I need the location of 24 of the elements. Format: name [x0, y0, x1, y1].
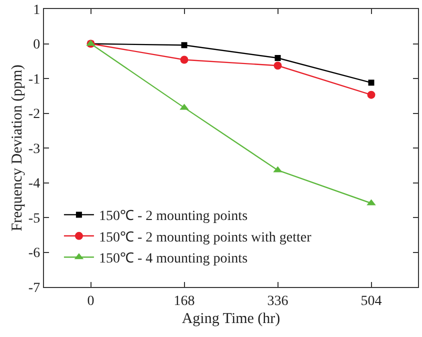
x-axis-title: Aging Time (hr) [182, 310, 280, 327]
y-axis-title: Frequency Deviation (ppm) [10, 64, 26, 232]
y-tick-label: 0 [33, 38, 40, 53]
legend-label: 150℃ - 2 mounting points [98, 209, 248, 224]
point [274, 55, 281, 61]
y-tick-label: -6 [28, 246, 40, 262]
y-tick-label: 1 [33, 2, 40, 18]
y-tick-label: -7 [28, 280, 40, 296]
y-tick-label: -2 [28, 107, 40, 122]
x-tick-label: 0 [87, 294, 94, 309]
legend-label: 150℃ - 4 mounting points [98, 252, 248, 267]
point [181, 42, 188, 48]
y-tick-label: -4 [28, 176, 40, 192]
x-tick-label: 168 [174, 294, 195, 309]
point [367, 90, 376, 99]
y-tick-label: -5 [28, 211, 40, 226]
point [180, 56, 188, 64]
x-tick-label: 336 [267, 294, 288, 309]
legend-label: 150℃ - 2 mounting points with getter [98, 230, 312, 246]
y-tick-label: -1 [28, 72, 40, 88]
x-tick-label: 504 [360, 294, 382, 309]
point [368, 80, 374, 86]
y-tick-label: -3 [28, 142, 40, 157]
point [274, 62, 282, 70]
